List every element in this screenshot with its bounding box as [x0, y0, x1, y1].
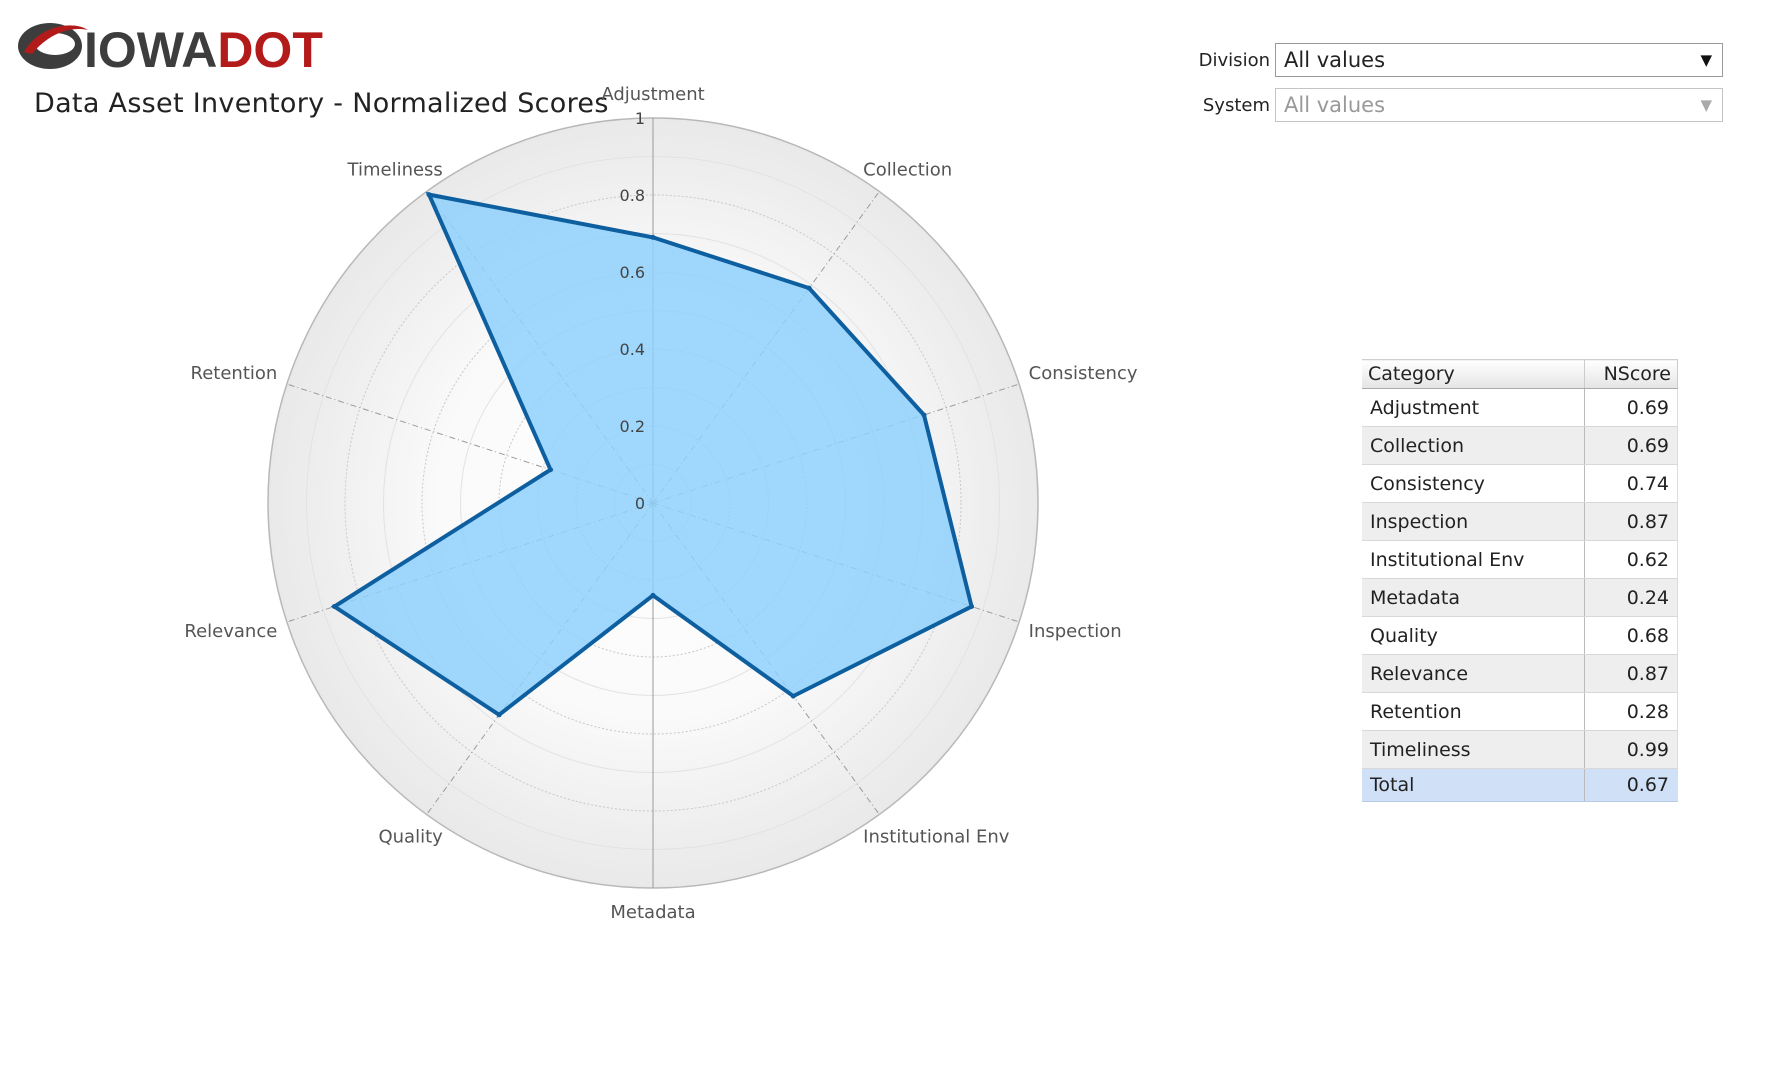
- category-cell: Quality: [1362, 616, 1585, 655]
- table-row: Metadata 0.24: [1362, 578, 1678, 617]
- radial-tick-label: 0.6: [620, 263, 645, 282]
- data-point-consistency: [921, 412, 927, 418]
- logo-text-dot: DOT: [217, 22, 323, 78]
- table-row: Quality 0.68: [1362, 616, 1678, 655]
- radial-tick-label: 0.8: [620, 186, 645, 205]
- radial-tick-label: 1: [635, 109, 645, 128]
- table-row: Institutional Env 0.62: [1362, 540, 1678, 579]
- table-row: Inspection 0.87: [1362, 502, 1678, 541]
- nscore-cell: 0.99: [1584, 730, 1678, 769]
- table-row: Collection 0.69: [1362, 426, 1678, 465]
- iowa-dot-logo: IOWADOT: [14, 14, 354, 80]
- division-value: All values: [1284, 48, 1386, 72]
- nscore-cell: 0.69: [1584, 426, 1678, 465]
- system-filter: System All values ▼: [1160, 87, 1723, 123]
- logo-text-iowa: IOWA: [84, 22, 217, 78]
- dropdown-arrow-icon[interactable]: ▼: [1700, 96, 1712, 114]
- table-row: Relevance 0.87: [1362, 654, 1678, 693]
- table-row: Retention 0.28: [1362, 692, 1678, 731]
- data-point-retention: [547, 467, 553, 473]
- page-title: Data Asset Inventory - Normalized Scores: [34, 88, 609, 119]
- category-cell: Collection: [1362, 426, 1585, 465]
- division-filter: Division All values ▼: [1160, 42, 1723, 78]
- nscore-cell: 0.62: [1584, 540, 1678, 579]
- data-point-timeliness: [426, 192, 432, 198]
- category-cell: Total: [1362, 768, 1585, 802]
- axis-label-quality: Quality: [378, 827, 443, 848]
- radial-gridline: [344, 194, 962, 812]
- radial-tick-label: 0.4: [620, 340, 645, 359]
- axis-label-inspection: Inspection: [1029, 621, 1122, 642]
- data-point-inspection: [969, 604, 975, 610]
- data-point-collection: [806, 285, 812, 291]
- data-point-relevance: [331, 604, 337, 610]
- category-cell: Timeliness: [1362, 730, 1585, 769]
- system-select[interactable]: All values ▼: [1275, 88, 1723, 122]
- svg-text:IOWADOT: IOWADOT: [84, 22, 323, 78]
- category-cell: Adjustment: [1362, 388, 1585, 427]
- table-row: Adjustment 0.69: [1362, 388, 1678, 427]
- axis-label-metadata: Metadata: [610, 902, 695, 923]
- column-header-nscore[interactable]: NScore: [1584, 359, 1678, 389]
- axis-label-collection: Collection: [863, 159, 952, 180]
- category-cell: Inspection: [1362, 502, 1585, 541]
- radial-tick-label: 0.2: [620, 417, 645, 436]
- axis-label-adjustment: Adjustment: [601, 84, 704, 105]
- axis-label-institutional-env: Institutional Env: [863, 827, 1010, 848]
- nscore-cell: 0.67: [1584, 768, 1678, 802]
- system-value: All values: [1284, 93, 1386, 117]
- data-point-adjustment: [650, 234, 656, 240]
- dropdown-arrow-icon[interactable]: ▼: [1700, 51, 1712, 69]
- nscore-cell: 0.68: [1584, 616, 1678, 655]
- table-header-row: Category NScore: [1362, 359, 1678, 389]
- data-point-quality: [496, 712, 502, 718]
- nscore-cell: 0.87: [1584, 502, 1678, 541]
- nscore-cell: 0.74: [1584, 464, 1678, 503]
- nscore-cell: 0.24: [1584, 578, 1678, 617]
- category-cell: Institutional Env: [1362, 540, 1585, 579]
- table-total-row: Total 0.67: [1362, 768, 1678, 802]
- table-row: Consistency 0.74: [1362, 464, 1678, 503]
- axis-label-consistency: Consistency: [1029, 363, 1138, 384]
- category-cell: Metadata: [1362, 578, 1585, 617]
- division-select[interactable]: All values ▼: [1275, 43, 1723, 77]
- category-cell: Retention: [1362, 692, 1585, 731]
- axis-label-relevance: Relevance: [184, 621, 277, 642]
- radial-tick-label: 0: [635, 494, 645, 513]
- category-cell: Consistency: [1362, 464, 1585, 503]
- data-point-metadata: [650, 592, 656, 598]
- nscore-cell: 0.69: [1584, 388, 1678, 427]
- axis-label-retention: Retention: [191, 363, 278, 384]
- axis-label-timeliness: Timeliness: [347, 159, 443, 180]
- score-table: Category NScore Adjustment 0.69 Collection…: [1362, 359, 1678, 802]
- data-point-institutional-env: [790, 693, 796, 699]
- table-row: Timeliness 0.99: [1362, 730, 1678, 769]
- column-header-category[interactable]: Category: [1362, 359, 1585, 389]
- category-cell: Relevance: [1362, 654, 1585, 693]
- system-label: System: [1202, 94, 1270, 116]
- division-label: Division: [1198, 49, 1270, 71]
- nscore-cell: 0.87: [1584, 654, 1678, 693]
- nscore-cell: 0.28: [1584, 692, 1678, 731]
